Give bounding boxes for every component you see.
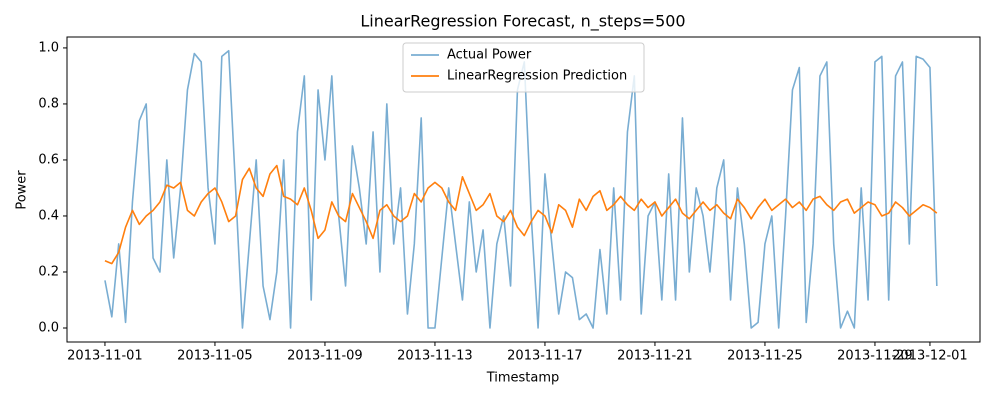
y-tick-label: 0.4 — [38, 208, 59, 223]
y-tick-label: 1.0 — [38, 40, 59, 55]
x-tick-label: 2013-11-25 — [727, 349, 803, 364]
y-tick-label: 0.0 — [38, 320, 59, 335]
legend-frame — [402, 42, 645, 93]
x-tick-label: 2013-11-29 — [837, 349, 913, 364]
legend-label: Actual Power — [447, 48, 532, 63]
x-tick-label: 2013-11-09 — [287, 349, 363, 364]
x-tick-label: 2013-12-01 — [892, 349, 968, 364]
x-tick-label: 2013-11-21 — [617, 349, 693, 364]
series-line — [104, 164, 938, 265]
chart-title: LinearRegression Forecast, n_steps=500 — [360, 12, 685, 32]
x-tick-label: 2013-11-05 — [177, 349, 253, 364]
plot-frame — [66, 36, 981, 343]
x-axis-label: Timestamp — [486, 371, 560, 386]
legend-label: LinearRegression Prediction — [447, 69, 627, 84]
y-axis-label: Power — [15, 170, 30, 210]
x-tick-label: 2013-11-13 — [397, 349, 473, 364]
y-tick-label: 0.2 — [38, 264, 59, 279]
y-tick-label: 0.6 — [38, 152, 59, 167]
y-tick-label: 0.8 — [38, 96, 59, 111]
legend: Actual Power LinearRegression Prediction — [402, 42, 645, 93]
x-tick-label: 2013-11-17 — [507, 349, 583, 364]
x-tick-label: 2013-11-01 — [67, 349, 143, 364]
